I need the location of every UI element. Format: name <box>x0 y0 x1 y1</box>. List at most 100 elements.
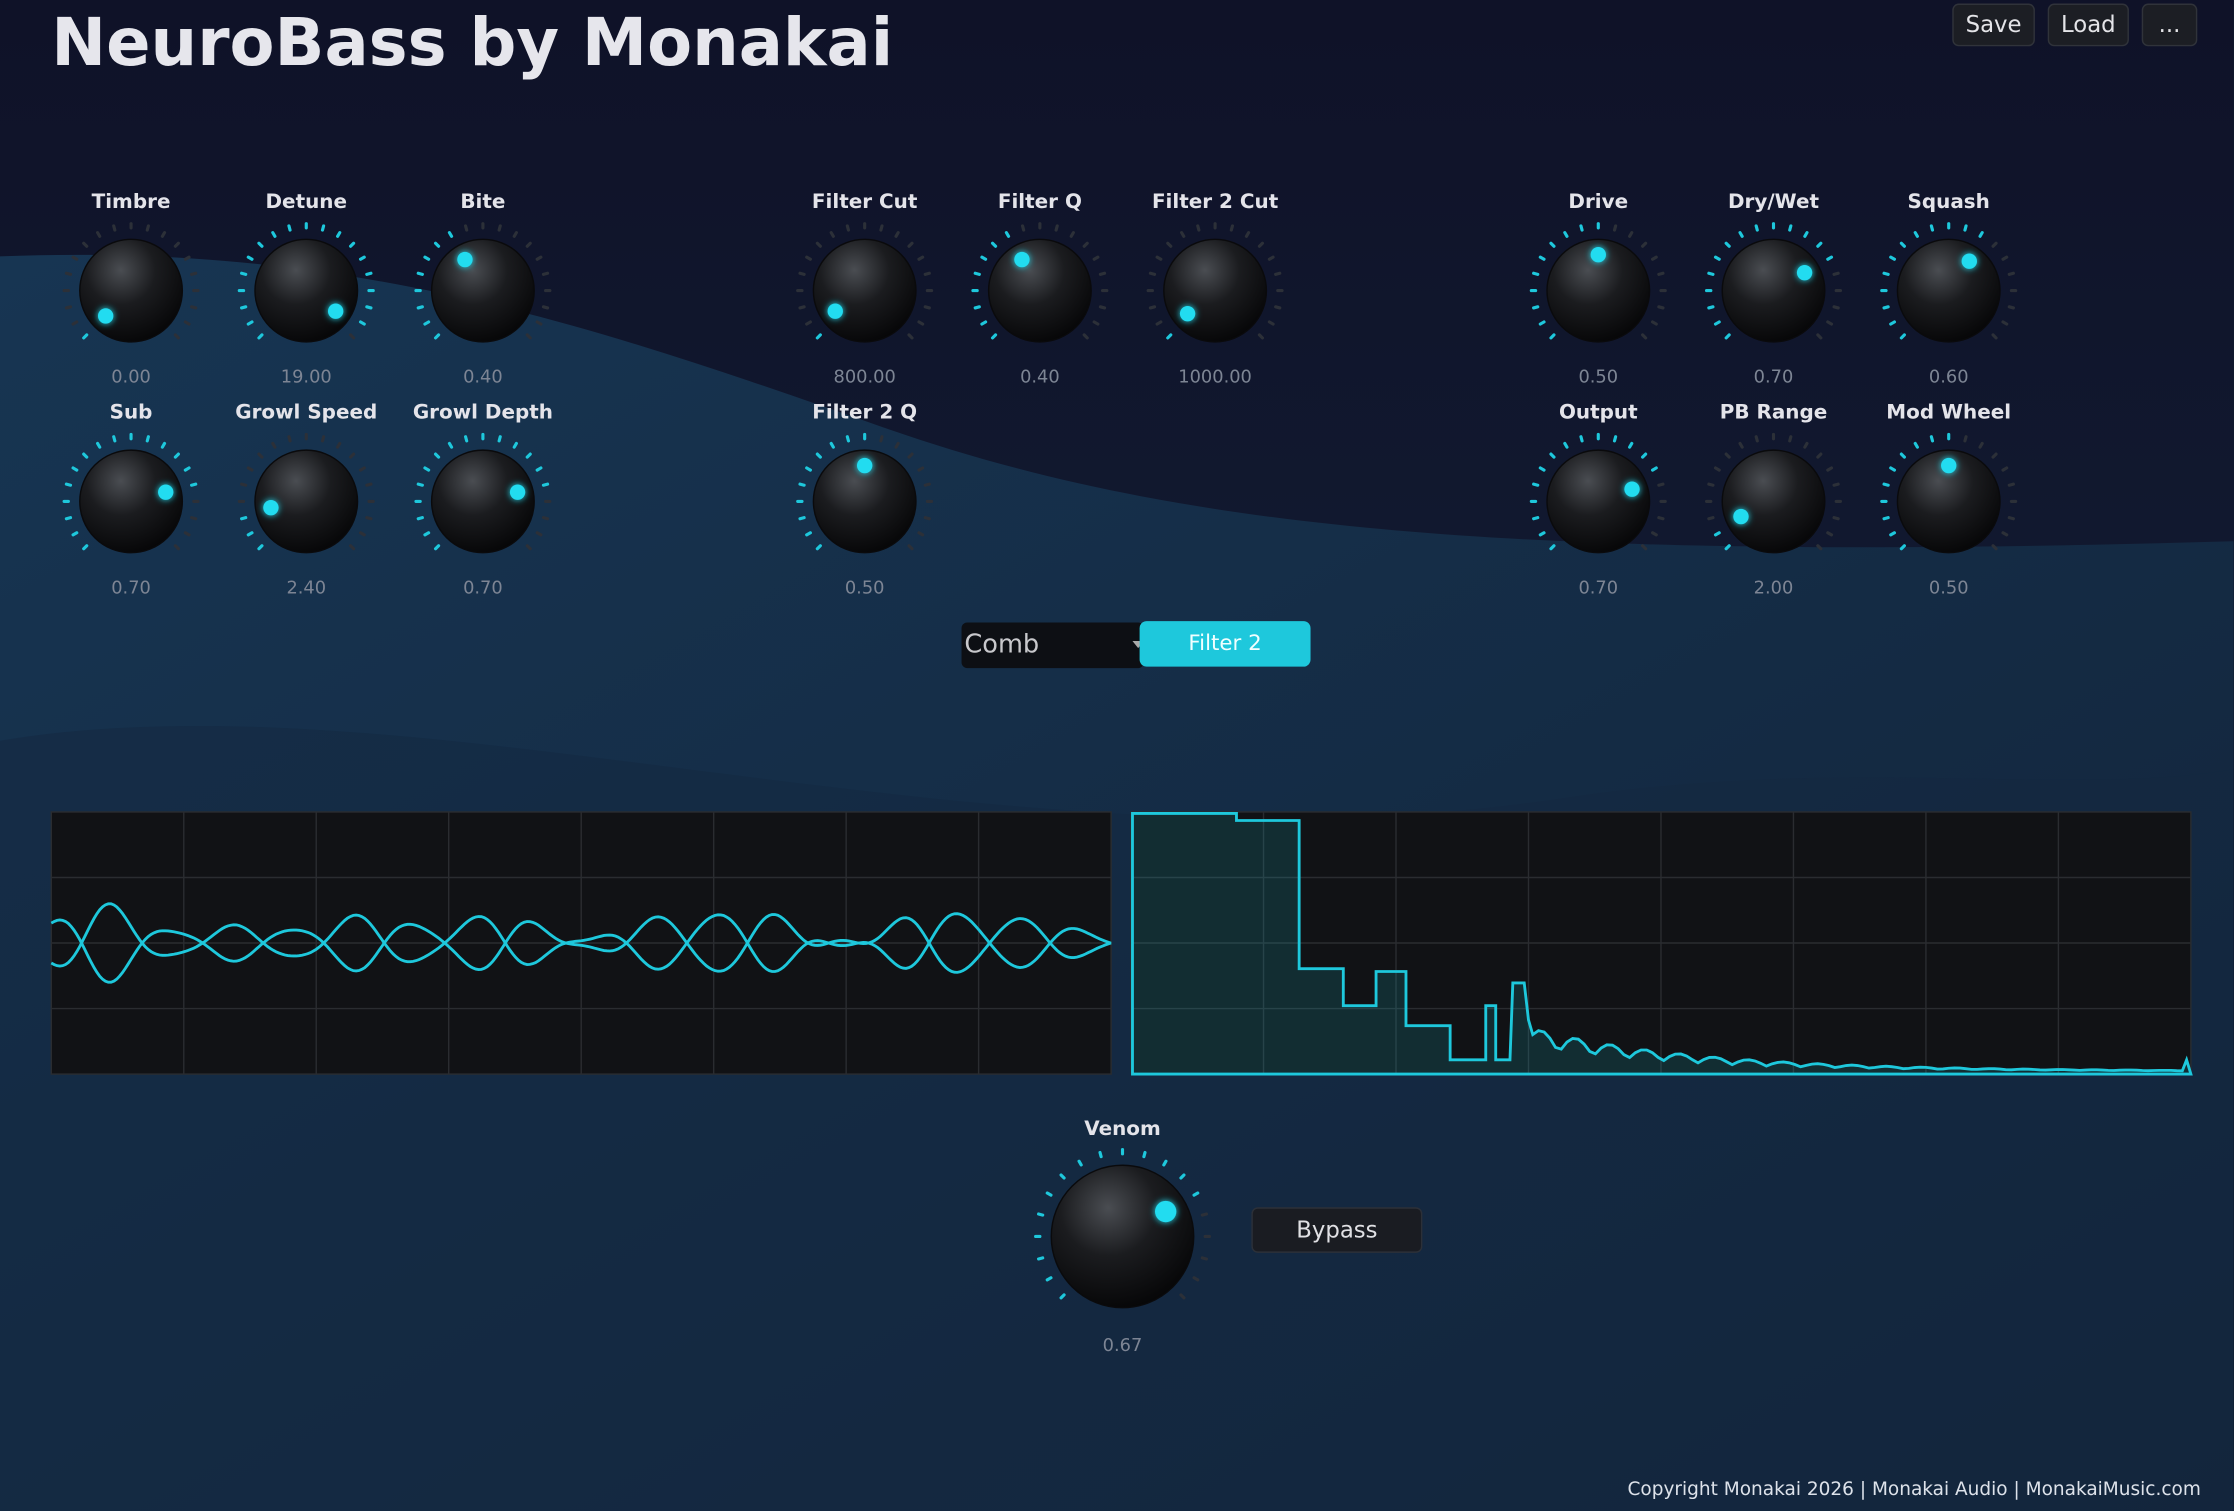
knob-tick <box>798 271 806 276</box>
knob-tick <box>416 482 424 487</box>
knob-tick <box>173 544 180 551</box>
knob-tick <box>257 333 264 340</box>
knob-tick <box>907 241 914 248</box>
knob-tick <box>2007 305 2015 310</box>
knob-tick <box>183 255 191 261</box>
knob-tick <box>1274 271 1282 276</box>
knob[interactable]: Bite 0.40 <box>414 189 552 388</box>
header-button[interactable]: Save <box>1952 3 2035 47</box>
knob-tick <box>1651 531 1658 537</box>
knob[interactable]: Filter 2 Cut 1000.00 <box>1146 189 1284 388</box>
knob-tick <box>190 305 198 310</box>
knob-tick <box>1077 1159 1083 1167</box>
knob-tick <box>1882 482 1890 487</box>
knob[interactable]: Filter 2 Q 0.50 <box>796 400 934 599</box>
knob-body <box>1896 449 2001 554</box>
knob-tick <box>365 482 373 487</box>
knob-tick <box>433 544 441 551</box>
knob-tick <box>1538 255 1546 261</box>
knob-body <box>254 238 359 343</box>
knob-tick <box>1754 224 1759 232</box>
knob-tick <box>1244 231 1251 238</box>
knob[interactable]: PB Range 2.00 <box>1704 400 1843 599</box>
knob-body <box>1050 1164 1195 1309</box>
button-body <box>2141 3 2198 47</box>
button-label: Save <box>1966 12 2022 38</box>
knob-body <box>254 449 359 554</box>
knob[interactable]: Venom 0.67 <box>1034 1116 1211 1356</box>
knob-tick <box>145 435 150 443</box>
knob-label: Filter Cut <box>812 189 918 213</box>
knob-indicator <box>97 308 114 324</box>
knob-label: Dry/Wet <box>1728 189 1819 213</box>
knob-tick <box>1991 544 1998 551</box>
knob-tick <box>433 241 441 248</box>
header-button[interactable]: Load <box>2047 3 2129 47</box>
knob[interactable]: Dry/Wet 0.70 <box>1704 189 1843 388</box>
knob-tick <box>990 333 998 340</box>
knob-label: Bite <box>460 189 505 213</box>
knob-tick <box>1724 544 1731 551</box>
knob[interactable]: Mod Wheel 0.50 <box>1880 400 2018 599</box>
knob-tick <box>112 435 117 443</box>
knob-tick <box>1155 320 1163 326</box>
knob-indicator <box>827 303 843 319</box>
knob-tick <box>917 531 925 537</box>
knob[interactable]: Squash 0.60 <box>1880 189 2018 388</box>
knob-tick <box>805 255 812 261</box>
knob[interactable]: Growl Depth 0.70 <box>413 400 553 599</box>
knob-tick <box>1549 241 1556 248</box>
knob-tick <box>1092 255 1100 261</box>
knob-tick <box>1816 333 1823 340</box>
knob-tick <box>1882 305 1890 310</box>
knob-tick <box>287 435 292 443</box>
knob-tick <box>246 320 254 326</box>
knob-label: Growl Speed <box>235 400 377 424</box>
knob-tick <box>894 441 900 449</box>
knob-tick <box>815 544 822 551</box>
knob-tick <box>1826 255 1834 261</box>
knob[interactable]: Drive 0.50 <box>1529 189 1667 388</box>
knob-tick <box>349 241 356 248</box>
knob-tick <box>798 305 806 310</box>
knob[interactable]: Sub 0.70 <box>62 400 200 599</box>
knob[interactable]: Timbre 0.00 <box>62 189 200 388</box>
knob[interactable]: Growl Speed 2.40 <box>235 400 377 599</box>
filter-2-button[interactable]: Filter 2 <box>1139 621 1311 667</box>
knob-tick <box>805 531 812 537</box>
knob-tick <box>447 441 454 449</box>
knob-body <box>79 449 184 554</box>
knob-indicator <box>509 484 526 500</box>
knob-tick <box>535 320 543 326</box>
knob-tick <box>1192 1191 1200 1197</box>
knob-indicator <box>158 484 174 500</box>
knob-label: Drive <box>1568 189 1628 213</box>
knob-tick <box>798 482 806 487</box>
knob-tick <box>907 452 914 459</box>
knob-tick <box>1991 452 1998 459</box>
knob-tick <box>1713 466 1721 472</box>
knob[interactable]: Filter Cut 800.00 <box>796 189 934 388</box>
knob-label: Mod Wheel <box>1886 400 2011 424</box>
knob[interactable]: Output 0.70 <box>1529 400 1667 599</box>
knob-tick <box>1098 271 1107 276</box>
bypass-button[interactable]: Bypass <box>1251 1207 1423 1253</box>
knob-tick <box>1713 320 1721 326</box>
knob-tick <box>320 435 326 443</box>
knob[interactable]: Detune 19.00 <box>237 189 375 388</box>
knob-indicator <box>263 499 279 516</box>
knob[interactable]: Filter Q 0.40 <box>971 189 1109 388</box>
knob-tick <box>1267 255 1275 261</box>
knob-tick <box>190 482 198 487</box>
knob-tick <box>423 531 431 537</box>
knob-tick <box>2001 320 2009 326</box>
filter-mode-dropdown[interactable]: Comb <box>961 622 1144 669</box>
knob-tick <box>1899 544 1906 551</box>
knob-tick <box>1037 1212 1045 1217</box>
knob-tick <box>917 320 925 326</box>
header-button[interactable]: ... <box>2141 3 2198 47</box>
knob-value: 0.70 <box>1578 577 1618 598</box>
knob-tick <box>349 544 356 551</box>
knob-tick <box>1192 1276 1200 1282</box>
